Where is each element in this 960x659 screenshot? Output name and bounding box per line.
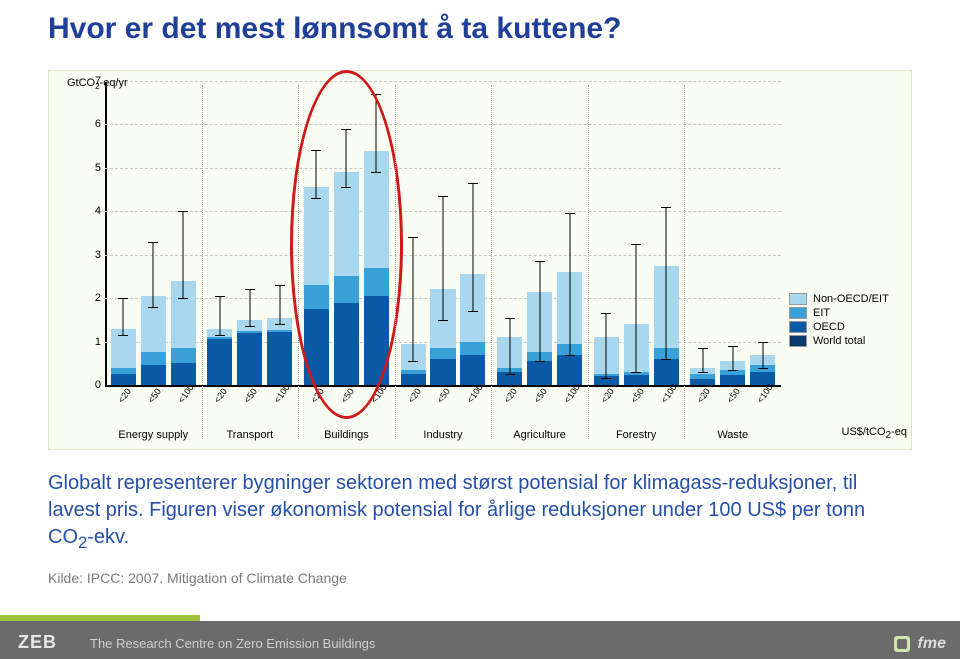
legend-swatch <box>789 335 807 347</box>
x-group-label: Forestry <box>588 429 685 441</box>
x-axis-title: US$/tCO2-eq <box>842 426 907 441</box>
x-group-label: Transport <box>202 429 299 441</box>
x-price-label: <20 <box>116 386 133 404</box>
footer-accent <box>0 615 200 621</box>
bar <box>334 172 359 385</box>
legend-label: OECD <box>813 321 845 333</box>
chart-plot-area: 01234567GtCO2-eq/yr<20<50<100Energy supp… <box>105 81 781 385</box>
source-text: Kilde: IPCC: 2007. Mitigation of Climate… <box>48 570 347 586</box>
bar <box>364 151 389 386</box>
legend-item: World total <box>789 335 907 347</box>
x-group-label: Waste <box>684 429 781 441</box>
legend-item: OECD <box>789 321 907 333</box>
y-tick-label: 0 <box>87 379 101 391</box>
footer-bar: ZEB The Research Centre on Zero Emission… <box>0 621 960 659</box>
chart-container: 01234567GtCO2-eq/yr<20<50<100Energy supp… <box>48 70 912 450</box>
legend-label: World total <box>813 335 865 347</box>
x-group-label: Industry <box>395 429 492 441</box>
x-price-label: <20 <box>599 386 616 404</box>
x-group-label: Buildings <box>298 429 395 441</box>
x-price-label: <20 <box>212 386 229 404</box>
x-price-label: <50 <box>146 386 163 404</box>
legend-item: EIT <box>789 307 907 319</box>
y-axis-title: GtCO2-eq/yr <box>67 77 128 91</box>
slide-title: Hvor er det mest lønnsomt å ta kuttene? <box>48 12 621 46</box>
x-price-label: <50 <box>242 386 259 404</box>
x-price-label: <50 <box>339 386 356 404</box>
y-tick-label: 6 <box>87 118 101 130</box>
bar <box>141 296 166 385</box>
y-tick-label: 1 <box>87 336 101 348</box>
x-price-label: <50 <box>725 386 742 404</box>
legend-swatch <box>789 307 807 319</box>
footer-tagline: The Research Centre on Zero Emission Bui… <box>90 636 375 651</box>
x-price-label: <20 <box>406 386 423 404</box>
body-caption: Globalt representerer bygninger sektoren… <box>48 470 912 555</box>
x-group-label: Energy supply <box>105 429 202 441</box>
legend-swatch <box>789 321 807 333</box>
y-tick-label: 5 <box>87 162 101 174</box>
legend-label: Non-OECD/EIT <box>813 293 889 305</box>
x-group-label: Agriculture <box>491 429 588 441</box>
y-tick-label: 2 <box>87 292 101 304</box>
y-tick-label: 4 <box>87 205 101 217</box>
bar <box>207 329 232 385</box>
bar <box>237 320 262 385</box>
x-price-label: <50 <box>532 386 549 404</box>
x-price-label: <20 <box>309 386 326 404</box>
chart-legend: Non-OECD/EIT EIT OECD World total <box>789 293 907 349</box>
legend-swatch <box>789 293 807 305</box>
bar <box>304 187 329 385</box>
fme-logo: fme <box>892 634 946 654</box>
y-tick-label: 3 <box>87 249 101 261</box>
x-price-label: <20 <box>695 386 712 404</box>
bar <box>111 329 136 385</box>
zeb-logo: ZEB <box>18 632 57 653</box>
slide: Hvor er det mest lønnsomt å ta kuttene? … <box>0 0 960 659</box>
legend-label: EIT <box>813 307 830 319</box>
legend-item: Non-OECD/EIT <box>789 293 907 305</box>
bar <box>267 318 292 385</box>
x-price-label: <50 <box>435 386 452 404</box>
x-price-label: <20 <box>502 386 519 404</box>
x-price-label: <50 <box>629 386 646 404</box>
